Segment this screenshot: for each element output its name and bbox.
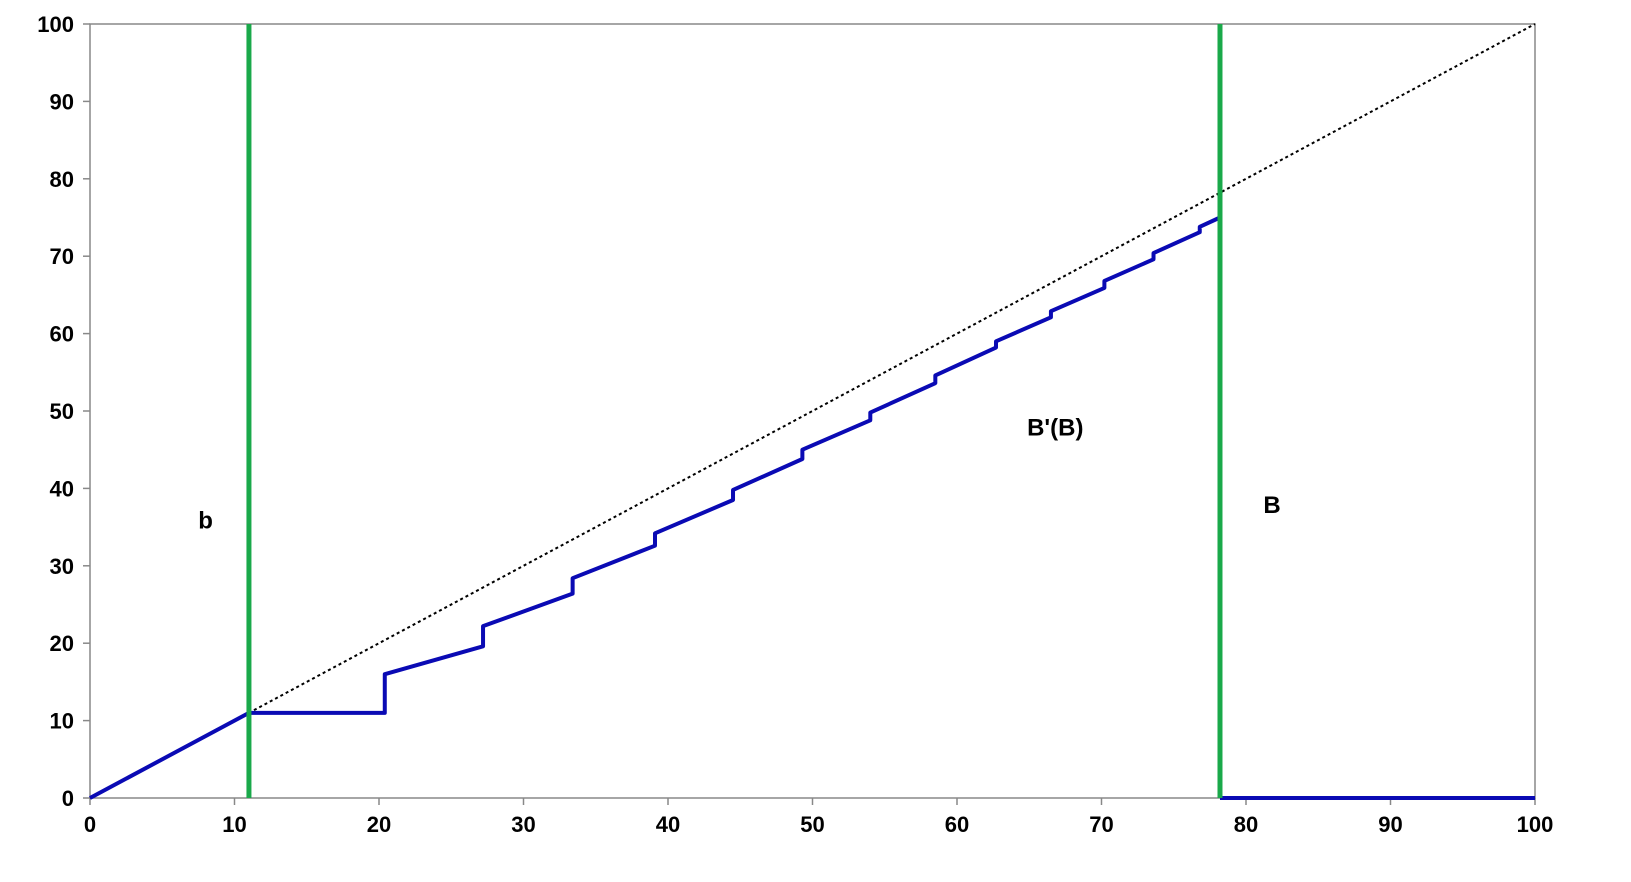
- y-tick-label: 100: [37, 12, 74, 37]
- annotation-1: B'(B): [1027, 414, 1083, 441]
- x-tick-label: 20: [367, 812, 391, 837]
- y-tick-label: 0: [62, 786, 74, 811]
- y-axis-ticks: 0 10 20 30 40 50 60 70 80 90 100: [37, 12, 90, 811]
- vertical-lines-layer: [246, 24, 1223, 798]
- series-line-0: [89, 23, 1536, 799]
- y-tick-label: 50: [50, 399, 74, 424]
- x-tick-label: 70: [1089, 812, 1113, 837]
- x-tick-label: 30: [511, 812, 535, 837]
- y-tick-label: 90: [50, 89, 74, 114]
- y-tick-label: 60: [50, 322, 74, 347]
- annotations-layer: b B'(B) B: [198, 414, 1280, 534]
- annotation-0: b: [198, 507, 213, 534]
- series-line-1: [89, 215, 1221, 800]
- y-tick-label: 80: [50, 167, 74, 192]
- x-tick-label: 10: [222, 812, 246, 837]
- x-tick-label: 50: [800, 812, 824, 837]
- x-tick-label: 90: [1378, 812, 1402, 837]
- x-axis-ticks: 0 10 20 30 40 50 60 70 80 90 100: [84, 798, 1553, 837]
- x-tick-label: 100: [1517, 812, 1554, 837]
- x-tick-label: 0: [84, 812, 96, 837]
- y-tick-label: 20: [50, 631, 74, 656]
- x-tick-label: 60: [945, 812, 969, 837]
- y-tick-label: 70: [50, 244, 74, 269]
- x-tick-label: 40: [656, 812, 680, 837]
- series-layer: [89, 23, 1536, 800]
- x-tick-label: 80: [1234, 812, 1258, 837]
- y-tick-label: 10: [50, 709, 74, 734]
- annotation-2: B: [1263, 492, 1280, 519]
- y-tick-label: 30: [50, 554, 74, 579]
- y-tick-label: 40: [50, 476, 74, 501]
